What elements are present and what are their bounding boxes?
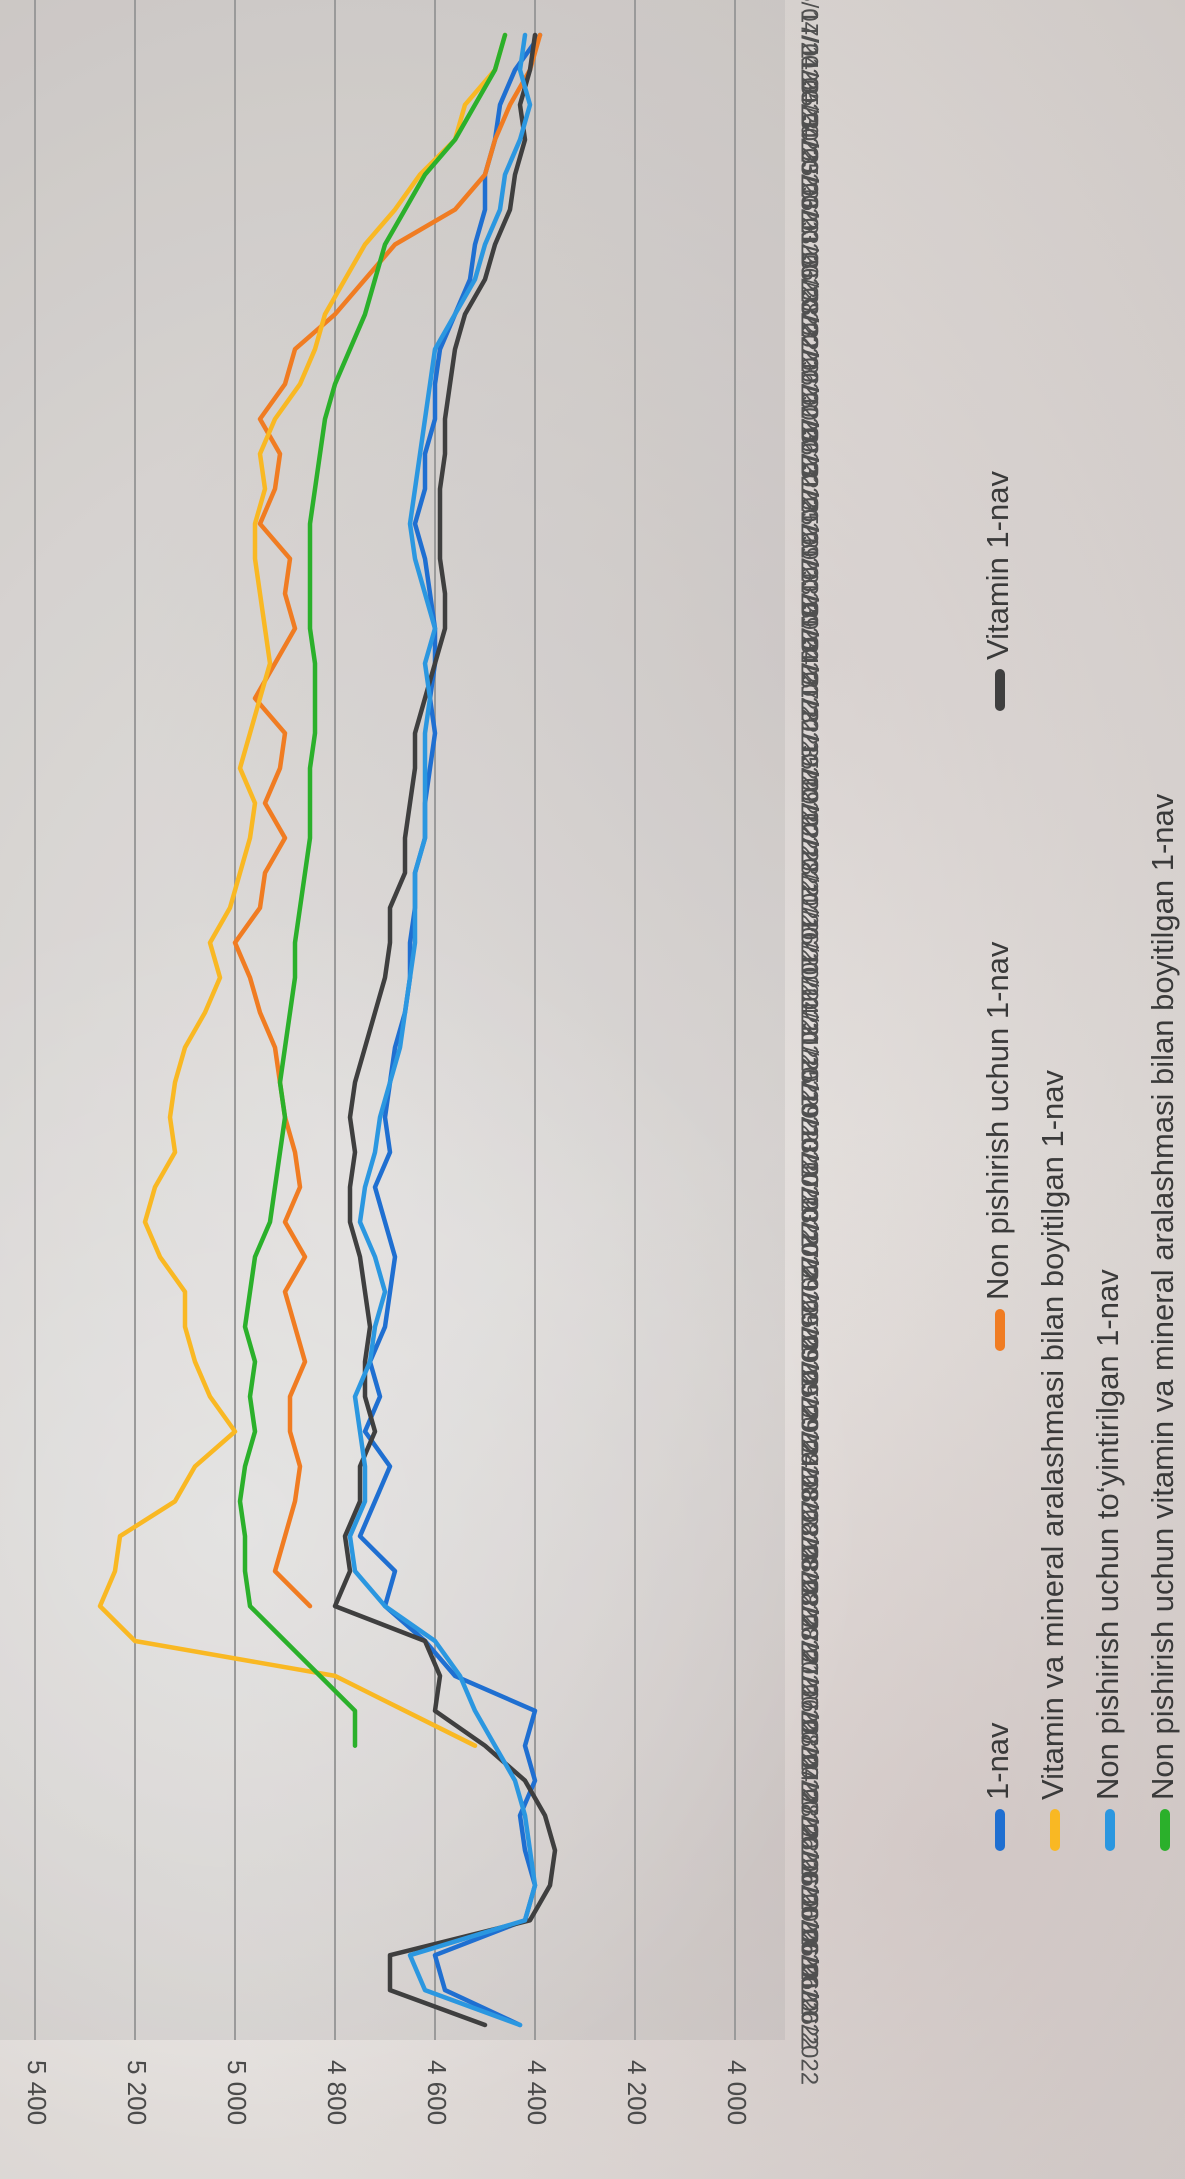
date-tick-label: 28/06/2022: [796, 1790, 823, 1910]
value-tick-label: 5 000: [222, 2060, 252, 2125]
date-tick-label: 04/07/2022: [796, 1755, 823, 1875]
date-tick-label: 19/01/2023: [796, 534, 823, 654]
value-tick-label: 4 600: [422, 2060, 452, 2125]
date-tick-label: 09/01/2023: [796, 603, 823, 723]
date-tick-label: 30/03/2023: [796, 115, 823, 235]
date-tick-label: 15/12/2022: [796, 743, 823, 863]
date-tick-label: 16/03/2023: [796, 184, 823, 304]
date-tick-label: 10/02/2023: [796, 394, 823, 514]
value-tick-label: 4 000: [722, 2060, 752, 2125]
date-tick-label: 25/01/2023: [796, 499, 823, 619]
value-tick-label: 4 400: [522, 2060, 552, 2125]
date-tick-label: 27/09/2022: [796, 1232, 823, 1352]
date-tick-label: 15/09/2022: [796, 1302, 823, 1422]
date-tick-label: 22/02/2023: [796, 324, 823, 444]
date-tick-label: 21/07/2022: [796, 1651, 823, 1771]
value-tick-label: 4 200: [622, 2060, 652, 2125]
date-tick-label: 02/12/2022: [796, 813, 823, 933]
date-tick-label: 01/06/2022: [796, 1965, 823, 2085]
date-tick-label: 28/11/2022: [796, 849, 823, 967]
value-tick-label: 5 400: [22, 2060, 52, 2125]
date-tick-label: 25/04/2023: [796, 0, 823, 95]
date-tick-label: 07/10/2022: [796, 1162, 823, 1282]
legend: 1-nav Non pishirish uchun 1-nav Vitamin va…: [980, 471, 1180, 1851]
date-tick-label: 08/08/2022: [796, 1546, 823, 1666]
date-tick-label: 13/01/2023: [796, 568, 823, 688]
date-tick-label: 09/09/2022: [796, 1337, 823, 1457]
legend-label: Non pishirish uchun to‘yintirilgan 1-nav: [1090, 1269, 1125, 1800]
series-lines: [97, 32, 558, 2028]
date-tick-label: 11/04/2023: [796, 46, 823, 164]
date-tick-label: 28/02/2023: [796, 289, 823, 409]
date-tick-label: 25/10/2022: [796, 1057, 823, 1177]
legend-label: Vitamin 1-nav: [980, 471, 1015, 660]
date-axis-ticks: 01/06/202206/06/202210/06/202216/06/2022…: [796, 0, 823, 2085]
date-tick-label: 09/12/2022: [796, 778, 823, 898]
plot-area: [0, 0, 785, 2040]
date-tick-label: 16/02/2023: [796, 359, 823, 479]
date-tick-label: 04/11/2022: [796, 988, 823, 1106]
date-tick-label: 22/11/2022: [796, 884, 823, 1002]
date-tick-label: 03/10/2022: [796, 1197, 823, 1317]
date-tick-label: 11/03/2023: [796, 220, 823, 338]
series-line: [232, 32, 543, 1609]
date-tick-label: 17/04/2023: [796, 10, 823, 130]
legend-label: Non pishirish uchun vitamin va mineral a…: [1145, 793, 1180, 1800]
series-line: [332, 32, 558, 2028]
date-tick-label: 16/07/2022: [796, 1686, 823, 1806]
date-tick-label: 16/11/2022: [796, 918, 823, 1036]
date-tick-label: 05/04/2023: [796, 80, 823, 200]
date-tick-label: 21/12/2022: [796, 708, 823, 828]
date-tick-label: 31/01/2023: [796, 464, 823, 584]
date-tick-label: 13/10/2022: [796, 1127, 823, 1247]
date-tick-label: 06/02/2023: [796, 429, 823, 549]
date-tick-label: 29/08/2022: [796, 1406, 823, 1526]
date-tick-label: 06/06/2022: [796, 1930, 823, 2050]
date-tick-label: 24/08/2022: [796, 1441, 823, 1561]
date-tick-label: 05/09/2022: [796, 1371, 823, 1491]
date-tick-label: 19/10/2022: [796, 1092, 823, 1212]
date-tick-label: 22/06/2022: [796, 1825, 823, 1945]
value-tick-label: 5 200: [122, 2060, 152, 2125]
date-tick-label: 25/03/2023: [796, 149, 823, 269]
date-tick-label: 04/01/2023: [796, 638, 823, 758]
date-tick-label: 21/09/2022: [796, 1267, 823, 1387]
date-tick-label: 10/11/2022: [796, 953, 823, 1071]
value-tick-label: 4 800: [322, 2060, 352, 2125]
date-tick-label: 27/07/2022: [796, 1616, 823, 1736]
date-tick-label: 18/08/2022: [796, 1476, 823, 1596]
date-tick-label: 02/08/2022: [796, 1581, 823, 1701]
gridlines: [34, 0, 736, 2040]
value-axis-ticks: 4 000 4 200 4 400 4 600 4 800 5 000 5 200 5 400: [22, 2060, 752, 2125]
date-tick-label: 27/12/2022: [796, 673, 823, 793]
date-tick-label: 06/03/2023: [796, 254, 823, 374]
date-tick-label: 31/10/2022: [796, 1022, 823, 1142]
series-line: [97, 32, 508, 1748]
date-tick-label: 16/06/2022: [796, 1860, 823, 1980]
series-line: [237, 32, 508, 1748]
series-line: [347, 32, 538, 2028]
series-line: [357, 32, 543, 2028]
date-tick-label: 08/07/2022: [796, 1721, 823, 1841]
date-tick-label: 10/06/2022: [796, 1895, 823, 2015]
legend-label: Non pishirish uchun 1-nav: [980, 941, 1015, 1300]
date-tick-label: 12/08/2022: [796, 1511, 823, 1631]
legend-label: 1-nav: [980, 1722, 1015, 1800]
legend-label: Vitamin va mineral aralashmasi bilan boy…: [1035, 1069, 1070, 1800]
